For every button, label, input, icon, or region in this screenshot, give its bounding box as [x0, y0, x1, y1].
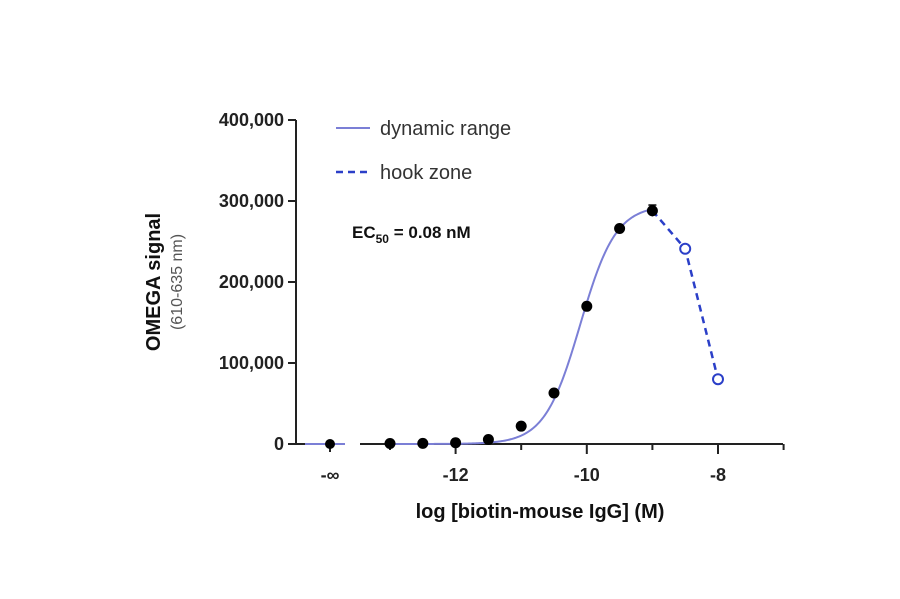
data-point — [515, 420, 527, 432]
x-tick-label: -12 — [443, 465, 469, 485]
ec50-subscript: 50 — [376, 232, 390, 246]
hook-zone-line — [651, 209, 720, 380]
y-tick-label: 400,000 — [219, 110, 284, 130]
x-axis-title: log [biotin-mouse IgG] (M) — [416, 501, 665, 523]
ec50-annotation: EC50 = 0.08 nM — [352, 223, 471, 246]
data-point — [384, 438, 396, 450]
x-tick-label: -8 — [710, 465, 726, 485]
ec50-value: = 0.08 nM — [389, 223, 471, 242]
legend-label-hook-zone: hook zone — [380, 162, 472, 184]
y-axis-title: OMEGA signal — [143, 213, 165, 351]
x-tick-label-neg-inf: -∞ — [321, 465, 340, 485]
data-point-hook — [679, 242, 692, 255]
curves — [305, 208, 720, 445]
y-tick-label: 200,000 — [219, 272, 284, 292]
y-tick-label: 0 — [274, 434, 284, 454]
data-point — [548, 387, 560, 399]
legend-label-dynamic-range: dynamic range — [380, 118, 511, 140]
data-point-hook — [712, 373, 724, 386]
y-tick-label: 100,000 — [219, 353, 284, 373]
x-tick-label: -10 — [574, 465, 600, 485]
data-points — [325, 204, 724, 450]
data-point — [614, 223, 626, 235]
ec50-prefix: EC — [352, 223, 376, 242]
axes: 0 100,000 200,000 300,000 400,000 -∞ -12 -10 -8 — [219, 110, 785, 485]
fit-curve-dynamic-range — [390, 208, 653, 445]
data-point — [482, 434, 494, 446]
data-point — [646, 205, 658, 217]
data-point-neg-inf — [325, 439, 335, 449]
data-point — [417, 437, 429, 449]
data-point — [581, 300, 593, 312]
y-tick-label: 300,000 — [219, 191, 284, 211]
y-axis-subtitle: (610-635 nm) — [169, 234, 186, 330]
legend: dynamic range hook zone — [336, 118, 511, 184]
data-point — [450, 437, 462, 449]
